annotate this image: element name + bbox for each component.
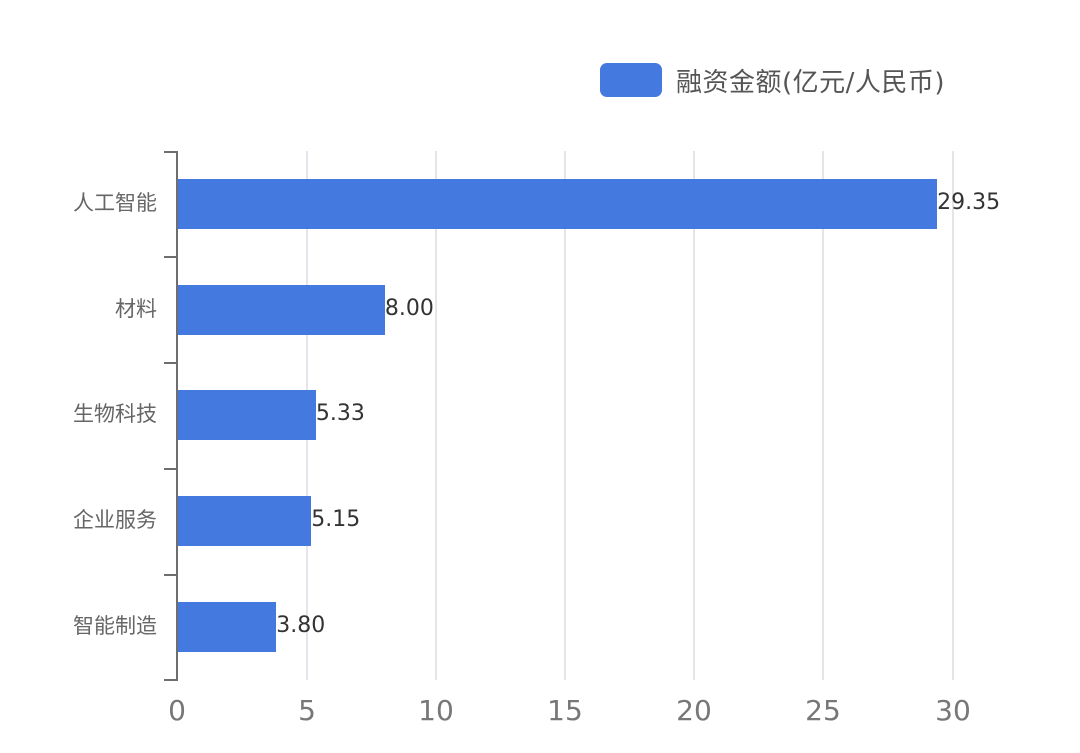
x-tick-label: 20 [676,694,712,727]
category-label: 生物科技 [73,402,157,426]
category-label: 智能制造 [73,614,157,638]
gridline-20 [693,151,695,680]
legend-label: 融资金额(亿元/人民币) [676,67,946,98]
y-axis-tick [164,256,177,258]
bar-value-label: 8.00 [384,296,434,321]
bar-value-label: 29.35 [937,190,1001,215]
bar-value-label: 3.80 [276,613,326,638]
chart-legend: 融资金额(亿元/人民币) [600,62,945,98]
gridline-30 [952,151,954,680]
gridline-10 [435,151,437,680]
bar-cailiao [178,285,385,335]
bar-value-label: 5.33 [315,401,365,426]
bar-rengong-zhineng [178,179,938,229]
category-label: 企业服务 [73,508,157,532]
y-axis-tick [164,362,177,364]
x-tick-label: 15 [547,694,583,727]
bar-qiye-fuwu [178,496,312,546]
x-tick-label: 25 [805,694,841,727]
category-label: 材料 [115,297,157,321]
bar-value-label: 5.15 [311,507,361,532]
legend-swatch [600,63,662,97]
bar-zhineng-zhizao [178,602,277,652]
bar-shengwu-keji [178,390,316,440]
y-axis-tick [164,151,177,153]
y-axis-line [176,151,178,681]
category-label: 人工智能 [73,191,157,215]
x-tick-label: 0 [168,694,186,727]
x-tick-label: 30 [935,694,971,727]
x-tick-label: 10 [418,694,454,727]
gridline-25 [822,151,824,680]
y-axis-tick [164,679,177,681]
y-axis-tick [164,574,177,576]
gridline-15 [564,151,566,680]
y-axis-tick [164,468,177,470]
x-tick-label: 5 [298,694,316,727]
